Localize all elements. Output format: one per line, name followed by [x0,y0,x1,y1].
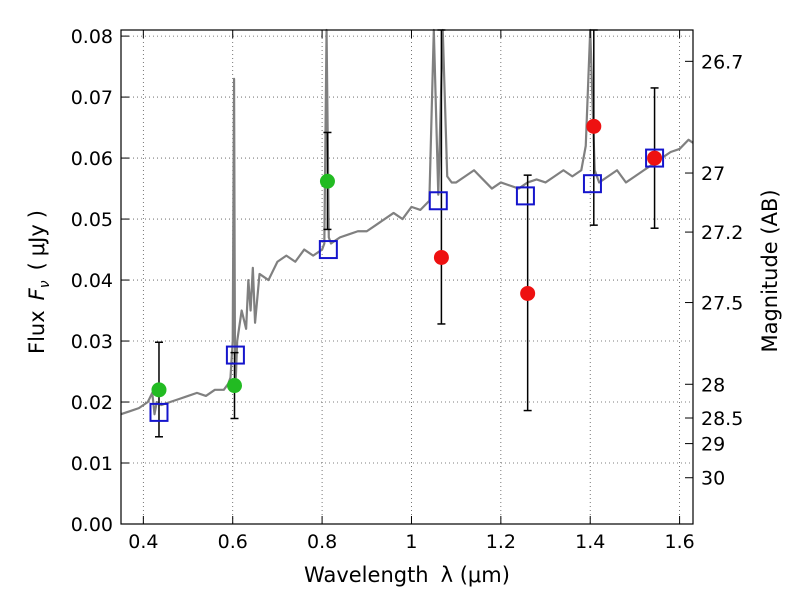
magnitude-tick-label: 27 [701,163,725,185]
model-photometry-box [582,174,602,194]
y2-axis-title: Magnitude (AB) [758,189,782,352]
magnitude-tick-label: 27.5 [701,293,743,315]
x-tick-label: 1 [405,531,417,553]
x-tick-label: 1.4 [575,531,605,553]
model-photometry-box [428,191,448,211]
grid-lines [121,30,693,525]
y-tick-labels: 0.00 0.01 0.02 0.03 0.04 0.05 0.06 0.07 0.08 [71,26,113,536]
plot-frame [120,29,694,525]
green-data-point [227,378,243,394]
y-tick-label: 0.07 [71,87,113,109]
x-tick-label: 0.8 [307,531,337,553]
magnitude-tick-label: 28 [701,374,725,396]
red-data-point [433,249,449,265]
magnitude-tick-label: 29 [701,434,725,456]
red-data-point [586,118,602,134]
y-tick-label: 0.00 [71,514,113,536]
y-tick-label: 0.04 [71,270,113,292]
y-axis-title: FluxFν(μJy) [25,210,53,354]
magnitude-tick-labels: 26.7 27 27.2 27.5 28 28.5 29 30 [701,51,743,489]
model-photometry-box [645,148,665,168]
y-tick-label: 0.08 [71,26,113,48]
model-photometry-box [318,240,338,260]
x-tick-label: 1.2 [486,531,516,553]
axis-ticks [121,30,693,525]
magnitude-tick-label: 27.2 [701,222,743,244]
model-photometry-group [149,148,665,422]
y-tick-label: 0.01 [71,453,113,475]
green-data-point [151,382,167,398]
x-tick-labels: 0.4 0.6 0.8 1 1.2 1.4 1.6 [128,531,694,553]
magnitude-tick-label: 26.7 [701,51,743,73]
model-photometry-box [515,186,535,206]
x-tick-label: 1.6 [664,531,694,553]
magnitude-tick-label: 30 [701,468,725,490]
green-data-point [319,173,335,189]
x-tick-label: 0.6 [218,531,248,553]
y-tick-label: 0.02 [71,392,113,414]
model-spectrum-line [120,28,694,416]
y-tick-label: 0.05 [71,209,113,231]
red-data-point [647,150,663,166]
red-data-point [520,285,536,301]
x-tick-label: 0.4 [128,531,158,553]
model-photometry-box [149,402,169,422]
x-axis-title: Wavelength λ (μm) [304,563,510,587]
model-photometry-box [225,345,245,365]
observed-points-group [151,118,663,398]
y-tick-label: 0.03 [71,331,113,353]
model-spectrum-group [120,28,694,416]
y-tick-label: 0.06 [71,148,113,170]
magnitude-tick-label: 28.5 [701,408,743,430]
